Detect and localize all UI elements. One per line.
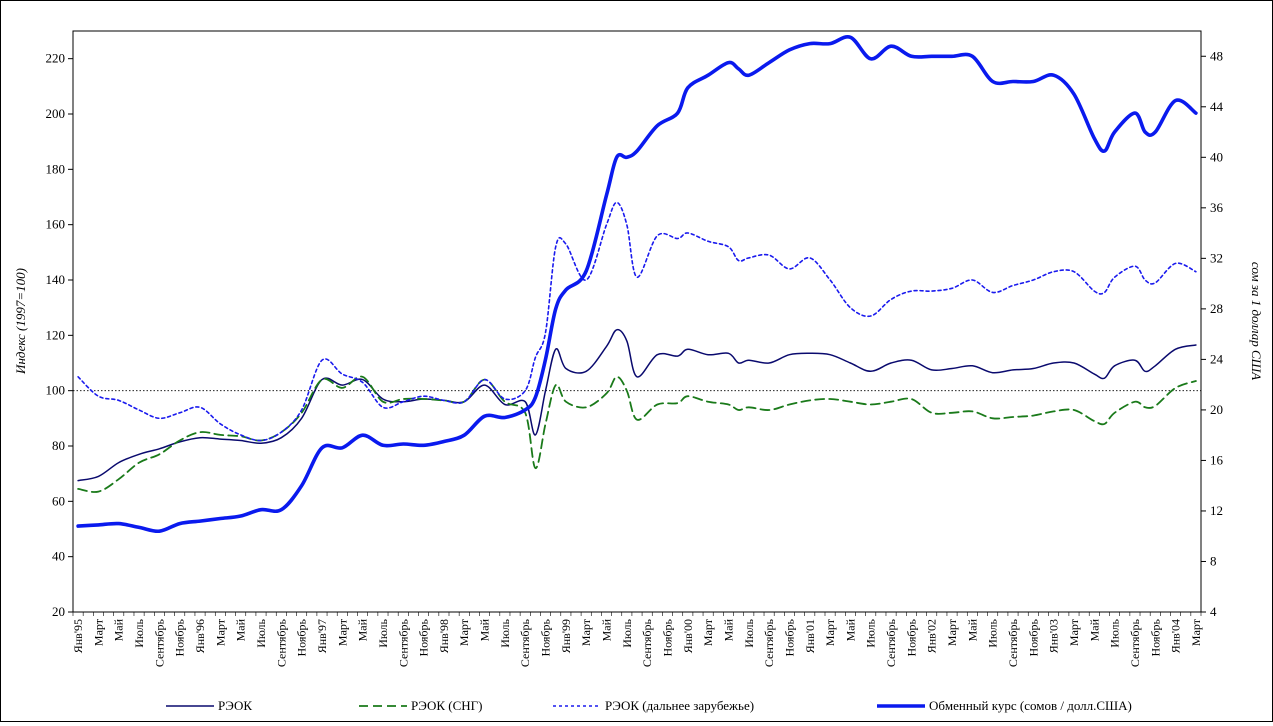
x-tick-label: Ноябрь [173,618,187,656]
x-tick-label: Янв'98 [437,619,451,653]
x-tick-label: Май [843,618,857,641]
x-tick-label: Март [91,618,105,646]
left-axis-label: Индекс (1997=100) [13,268,28,375]
x-tick-label: Ноябрь [1148,618,1162,656]
left-tick-label: 220 [46,51,66,66]
x-tick-label: Сентябрь [518,618,532,667]
x-tick-label: Сентябрь [640,618,654,667]
right-tick-label: 24 [1210,351,1224,366]
x-tick-label: Март [1067,618,1081,646]
x-tick-label: Май [356,618,370,641]
x-tick-label: Июль [864,618,878,647]
x-tick-label: Июль [986,618,1000,647]
x-tick-label: Сентябрь [1006,618,1020,667]
x-tick-label: Ноябрь [539,618,553,656]
x-tick-label: Ноябрь [1026,618,1040,656]
x-tick-label: Янв'00 [681,619,695,653]
x-tick-label: Май [112,618,126,641]
left-tick-label: 100 [46,383,66,398]
left-tick-label: 160 [46,217,66,232]
right-tick-label: 16 [1210,452,1224,467]
left-tick-label: 20 [52,604,65,619]
series-exchange-rate-line [76,35,1198,534]
plot-area [72,30,1202,613]
x-tick-label: Март [823,618,837,646]
x-tick-label: Сентябрь [396,618,410,667]
x-tick-label: Янв'04 [1169,619,1183,653]
x-tick-label: Ноябрь [295,618,309,656]
x-tick-label: Март [213,618,227,646]
left-tick-label: 180 [46,161,66,176]
left-tick-label: 60 [52,493,65,508]
right-tick-label: 28 [1210,301,1223,316]
right-tick-label: 12 [1210,503,1223,518]
series-reok-line [77,328,1197,482]
left-tick-label: 200 [46,106,66,121]
left-tick-label: 140 [46,272,66,287]
x-tick-label: Янв'95 [71,619,85,653]
x-tick-label: Июль [254,618,268,647]
x-tick-label: Май [478,618,492,641]
x-tick-label: Май [1087,618,1101,641]
x-tick-label: Сентябрь [152,618,166,667]
left-tick-label: 40 [52,549,65,564]
x-tick-label: Июль [132,618,146,647]
x-tick-label: Сентябрь [884,618,898,667]
x-tick-label: Июль [498,618,512,647]
right-tick-label: 32 [1210,250,1223,265]
series-layer [76,35,1198,534]
legend: РЭОК РЭОК (СНГ) РЭОК (дальнее зарубежье) Об… [166,698,1132,713]
x-tick-label: Июль [620,618,634,647]
x-tick-label: Сентябрь [1128,618,1142,667]
axes-layer: 2040608010012014016018020022048121620242… [46,48,1224,667]
x-tick-label: Март [1189,618,1203,646]
right-tick-label: 40 [1210,149,1223,164]
right-tick-label: 8 [1210,553,1217,568]
left-tick-label: 120 [46,327,66,342]
x-tick-label: Янв'96 [193,619,207,653]
x-tick-label: Март [457,618,471,646]
right-tick-label: 44 [1210,99,1224,114]
right-axis-label: сом за 1 доллар США [1249,262,1264,380]
x-tick-label: Май [234,618,248,641]
right-tick-label: 20 [1210,402,1223,417]
x-tick-label: Ноябрь [660,618,674,656]
x-tick-label: Ноябрь [417,618,431,656]
x-tick-label: Март [579,618,593,646]
x-tick-label: Сентябрь [762,618,776,667]
x-tick-label: Янв'03 [1047,619,1061,653]
x-tick-label: Янв'97 [315,619,329,653]
right-tick-label: 36 [1210,200,1224,215]
x-tick-label: Янв'01 [803,619,817,653]
series-reok-far-abroad-line [77,201,1197,442]
series-reok-cis-legend-label: РЭОК (СНГ) [411,698,483,713]
x-tick-label: Июль [1108,618,1122,647]
series-reok-far-abroad-legend-label: РЭОК (дальнее зарубежье) [605,698,754,713]
series-exchange-rate-legend-label: Обменный курс (сомов / долл.США) [929,698,1132,713]
x-tick-label: Июль [376,618,390,647]
right-tick-label: 48 [1210,48,1223,63]
x-tick-label: Сентябрь [274,618,288,667]
x-tick-label: Янв'99 [559,619,573,653]
x-tick-label: Март [701,618,715,646]
right-tick-label: 4 [1210,604,1217,619]
x-tick-label: Июль [742,618,756,647]
x-tick-label: Март [335,618,349,646]
x-tick-label: Май [965,618,979,641]
series-reok-legend-label: РЭОК [218,698,252,713]
x-tick-label: Янв'02 [925,619,939,653]
x-tick-label: Ноябрь [904,618,918,656]
x-tick-label: Май [600,618,614,641]
x-tick-label: Март [945,618,959,646]
x-tick-label: Май [721,618,735,641]
x-tick-label: Ноябрь [782,618,796,656]
left-tick-label: 80 [52,438,65,453]
